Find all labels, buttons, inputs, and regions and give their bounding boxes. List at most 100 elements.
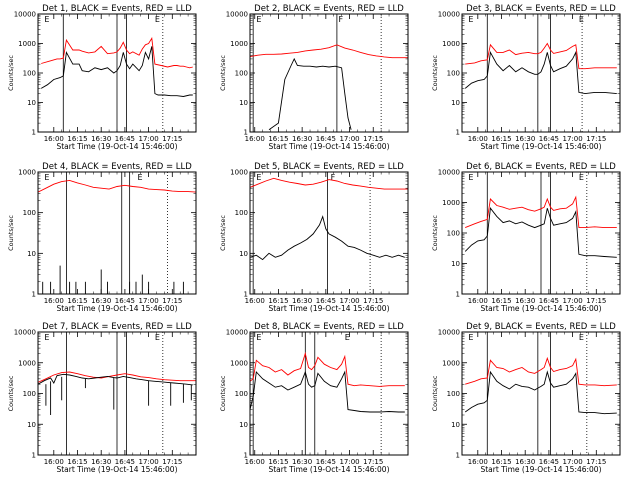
detector-plot-7: Det 7, BLACK = Events, RED = LLD Counts/s… bbox=[7, 322, 197, 474]
plot-series bbox=[250, 44, 408, 131]
detector-plot-3: Det 3, BLACK = Events, RED = LLD Counts/s… bbox=[431, 4, 621, 151]
x-tick-label: 16:45 bbox=[115, 297, 135, 305]
y-tick-label: 100 bbox=[235, 390, 248, 398]
y-tick-label: 10 bbox=[451, 99, 460, 107]
x-tick-label: 16:30 bbox=[292, 458, 312, 466]
x-tick-label: 16:15 bbox=[67, 297, 87, 305]
y-axis-label: Counts/sec bbox=[7, 375, 15, 411]
x-tick-label: 16:30 bbox=[91, 297, 111, 305]
x-tick-label: 16:30 bbox=[515, 297, 535, 305]
x-tick-label: 16:15 bbox=[67, 458, 87, 466]
y-tick-label: 100 bbox=[23, 70, 36, 78]
y-tick-label: 1000 bbox=[230, 169, 248, 177]
plot-series bbox=[40, 36, 193, 97]
x-tick-label: 17:00 bbox=[139, 458, 159, 466]
plot-title: Det 4, BLACK = Events, RED = LLD bbox=[42, 162, 192, 172]
x-tick-label: 17:00 bbox=[339, 135, 359, 143]
x-tick-label: 16:45 bbox=[316, 458, 336, 466]
x-tick-label: 17:15 bbox=[586, 458, 606, 466]
x-tick-label: 16:15 bbox=[268, 135, 288, 143]
events-series-line bbox=[250, 215, 405, 261]
lld-series-line bbox=[41, 36, 193, 69]
x-tick-label: 17:00 bbox=[339, 458, 359, 466]
x-tick-label: 16:45 bbox=[316, 297, 336, 305]
y-tick-label: 1 bbox=[32, 291, 36, 299]
x-tick-label: 16:00 bbox=[245, 135, 265, 143]
x-tick-label: 17:15 bbox=[363, 297, 383, 305]
x-tick-label: 16:15 bbox=[268, 458, 288, 466]
x-axis-label: Start Time (19-Oct-14 15:46:00) bbox=[56, 304, 177, 313]
x-tick-label: 17:15 bbox=[162, 135, 182, 143]
y-tick-label: 1000 bbox=[442, 40, 460, 48]
y-tick-label: 10 bbox=[451, 421, 460, 429]
y-tick-label: 1 bbox=[32, 129, 36, 137]
plot-frame bbox=[37, 13, 197, 133]
y-tick-label: 1 bbox=[244, 129, 248, 137]
flag-marker: E bbox=[579, 15, 584, 24]
x-tick-label: 16:30 bbox=[515, 458, 535, 466]
x-tick-label: 17:15 bbox=[363, 135, 383, 143]
flag-marker: E bbox=[155, 333, 160, 342]
lld-series-line bbox=[465, 195, 617, 229]
x-tick-label: 17:15 bbox=[162, 458, 182, 466]
y-tick-label: 10000 bbox=[226, 11, 248, 19]
plot-frame bbox=[249, 171, 409, 295]
y-axis-label: Counts/sec bbox=[7, 215, 15, 251]
y-tick-label: 10 bbox=[27, 421, 36, 429]
flag-marker: F bbox=[331, 173, 336, 182]
y-tick-label: 10000 bbox=[226, 329, 248, 337]
flag-marker: E bbox=[44, 173, 49, 182]
x-tick-label: 16:15 bbox=[491, 135, 511, 143]
y-axis-label: Counts/sec bbox=[431, 215, 439, 251]
y-tick-label: 100 bbox=[235, 70, 248, 78]
flag-marker: E bbox=[155, 15, 160, 24]
detector-plot-8: Det 8, BLACK = Events, RED = LLD Counts/s… bbox=[219, 322, 409, 474]
x-tick-label: 17:00 bbox=[563, 297, 583, 305]
plot-title: Det 2, BLACK = Events, RED = LLD bbox=[254, 4, 404, 14]
x-tick-label: 17:00 bbox=[563, 135, 583, 143]
plot-series bbox=[464, 356, 617, 415]
y-axis-label: Counts/sec bbox=[7, 55, 15, 91]
x-tick-label: 16:30 bbox=[292, 297, 312, 305]
y-axis-label: Counts/sec bbox=[431, 375, 439, 411]
x-tick-label: 17:15 bbox=[162, 297, 182, 305]
x-tick-label: 16:00 bbox=[468, 297, 488, 305]
x-tick-label: 16:00 bbox=[245, 458, 265, 466]
flag-marker: E bbox=[256, 173, 261, 182]
plot-frame bbox=[249, 331, 409, 456]
x-tick-label: 16:15 bbox=[491, 458, 511, 466]
events-series-line bbox=[464, 50, 617, 95]
x-tick-label: 17:15 bbox=[586, 297, 606, 305]
x-tick-label: 16:00 bbox=[468, 458, 488, 466]
y-tick-label: 1 bbox=[244, 291, 248, 299]
y-tick-label: 1000 bbox=[442, 359, 460, 367]
y-tick-label: 100 bbox=[447, 390, 460, 398]
x-axis-label: Start Time (19-Oct-14 15:46:00) bbox=[268, 142, 389, 151]
x-tick-label: 16:45 bbox=[316, 135, 336, 143]
y-tick-label: 100 bbox=[447, 230, 460, 238]
y-tick-label: 10 bbox=[239, 99, 248, 107]
y-axis-label: Counts/sec bbox=[219, 215, 227, 251]
y-tick-label: 1 bbox=[32, 452, 36, 460]
x-tick-label: 17:15 bbox=[363, 458, 383, 466]
x-tick-label: 16:30 bbox=[91, 135, 111, 143]
flag-marker: E bbox=[44, 333, 49, 342]
lld-series-line bbox=[465, 356, 617, 387]
y-tick-label: 10 bbox=[239, 250, 248, 258]
x-tick-label: 16:45 bbox=[539, 458, 559, 466]
plot-title: Det 7, BLACK = Events, RED = LLD bbox=[42, 322, 192, 332]
flag-marker: E bbox=[345, 333, 350, 342]
events-series-line bbox=[464, 370, 617, 415]
plot-frame bbox=[37, 331, 197, 456]
detector-plot-9: Det 9, BLACK = Events, RED = LLD Counts/s… bbox=[431, 322, 621, 474]
x-axis-label: Start Time (19-Oct-14 15:46:00) bbox=[56, 142, 177, 151]
x-tick-label: 16:00 bbox=[44, 297, 64, 305]
plot-frame bbox=[461, 13, 621, 133]
events-series-line bbox=[464, 207, 617, 258]
plot-frame bbox=[461, 331, 621, 456]
y-tick-label: 10 bbox=[451, 260, 460, 268]
y-tick-label: 100 bbox=[23, 209, 36, 217]
flag-marker: E bbox=[468, 15, 473, 24]
x-tick-label: 17:15 bbox=[586, 135, 606, 143]
y-axis-label: Counts/sec bbox=[431, 55, 439, 91]
